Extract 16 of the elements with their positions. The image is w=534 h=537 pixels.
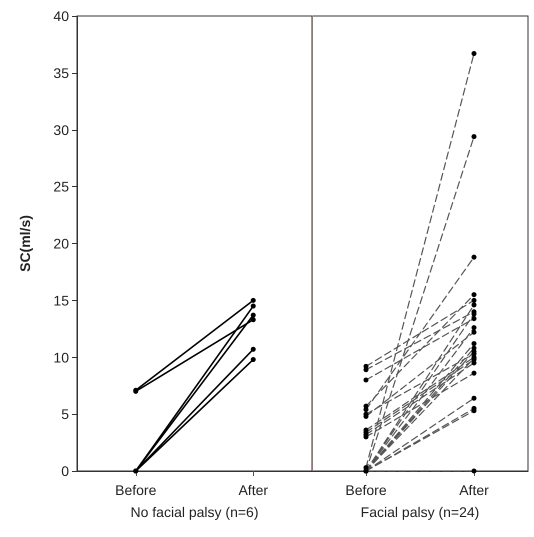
x-axis-title: No facial palsy (n=6) [130, 504, 259, 520]
y-tick-label: 15 [53, 292, 70, 308]
x-tick-label: Before [345, 482, 387, 498]
y-axis-title: SC(ml/s) [17, 215, 33, 272]
y-tick-label: 5 [61, 406, 70, 422]
y-tick-label: 40 [53, 8, 70, 24]
x-tick-label: Before [115, 482, 157, 498]
x-tick-label: After [459, 482, 490, 498]
y-tick-label: 25 [53, 178, 70, 195]
y-tick-label: 0 [61, 463, 70, 479]
y-tick-label: 20 [53, 236, 70, 252]
y-tick-label: 30 [53, 122, 70, 138]
y-tick-label: 35 [53, 64, 70, 81]
x-axis-title: Facial palsy (n=24) [360, 504, 480, 520]
y-tick-label: 10 [53, 349, 70, 366]
x-tick-label: After [238, 482, 268, 498]
